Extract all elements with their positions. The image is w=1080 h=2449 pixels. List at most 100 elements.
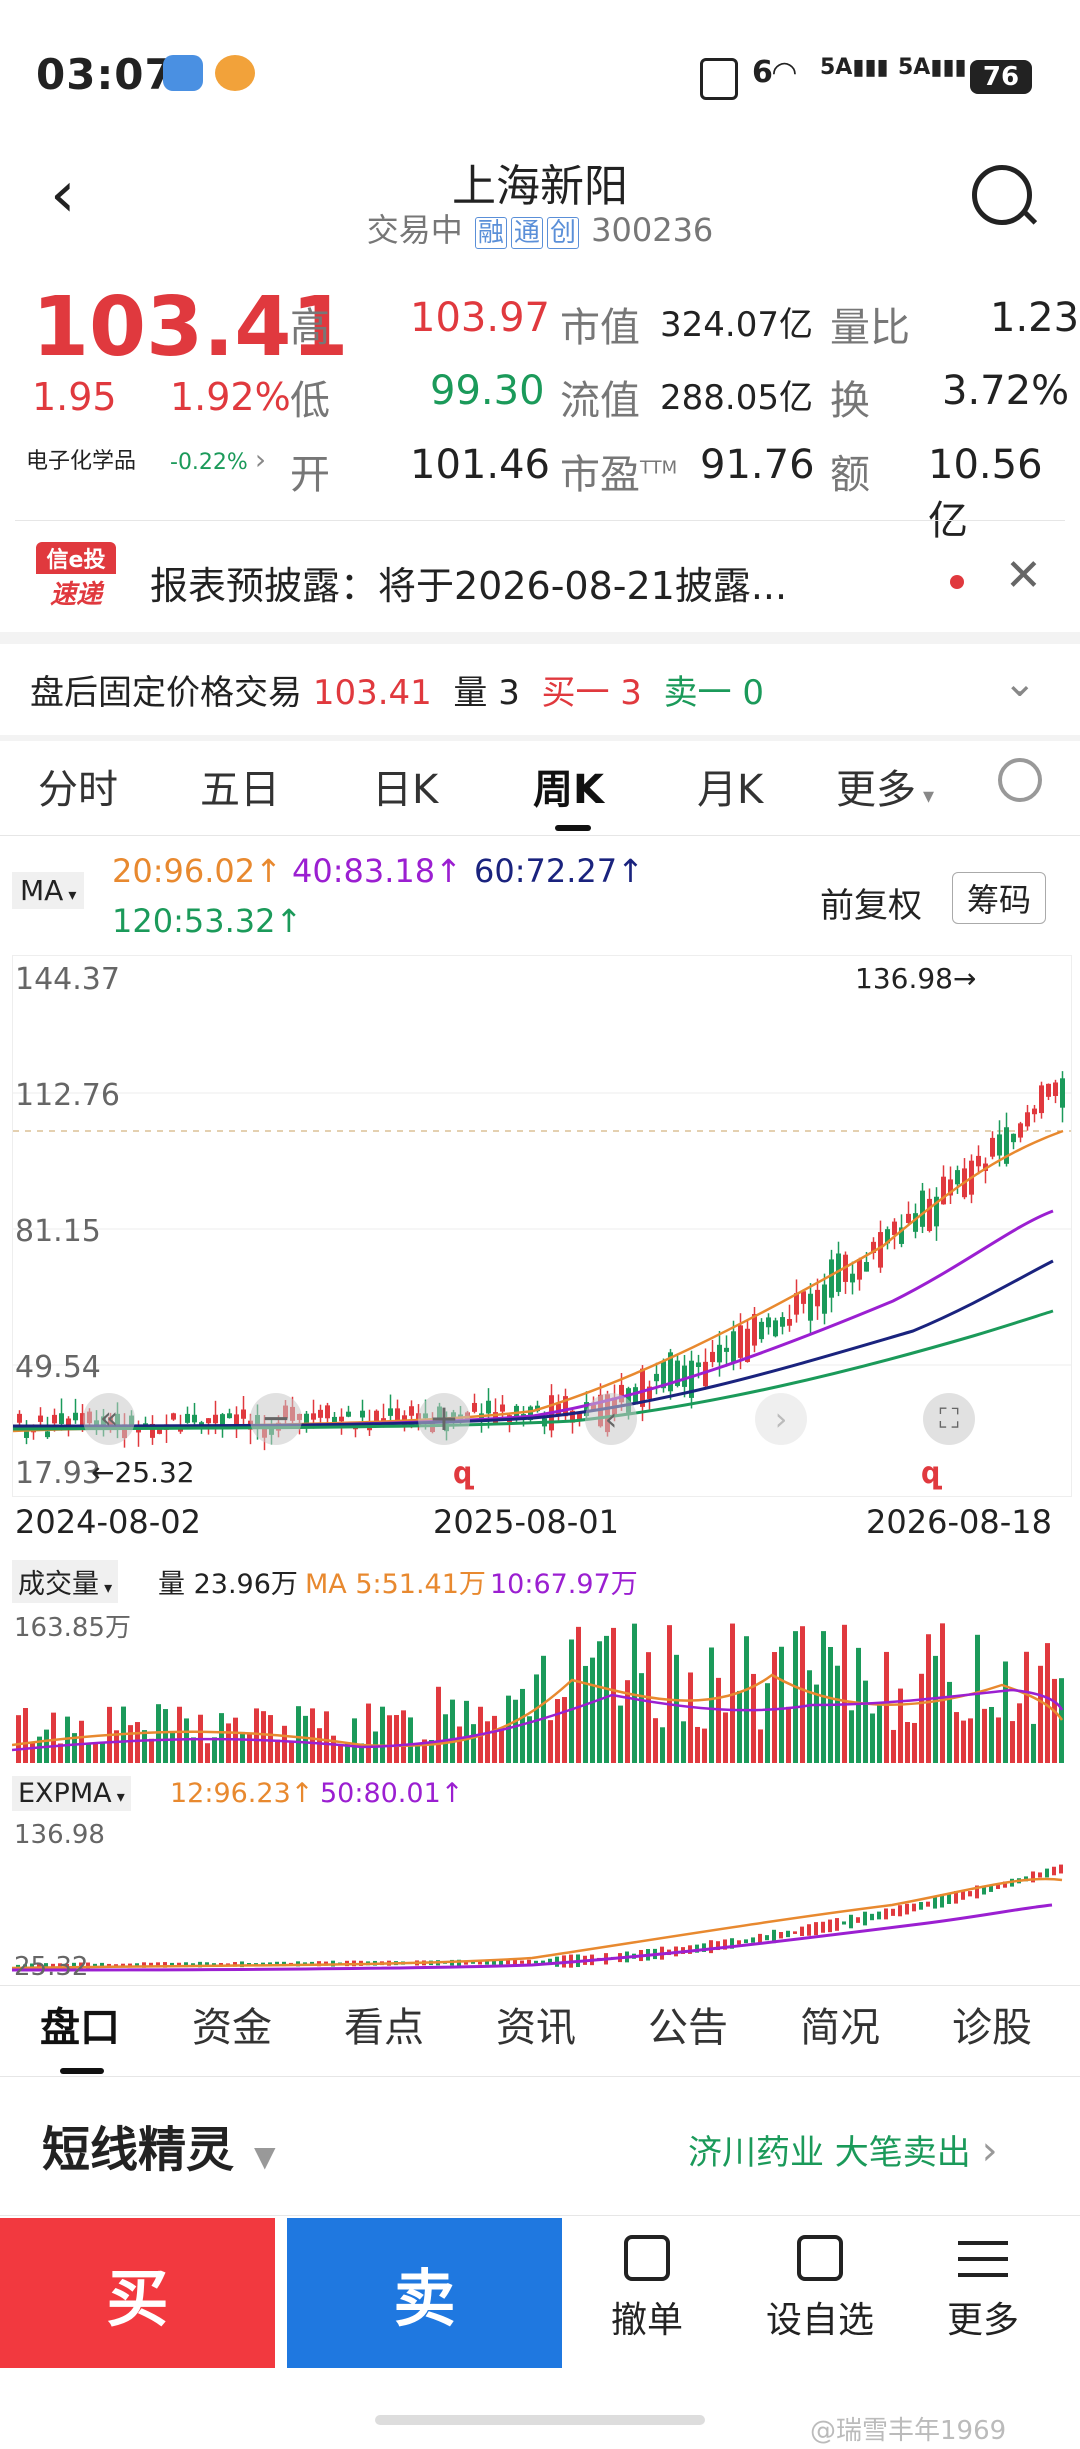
zoom-out-icon[interactable]: − bbox=[250, 1393, 302, 1445]
notice-logo: 信e投 速递 bbox=[36, 542, 116, 618]
volume-bar bbox=[905, 1722, 910, 1763]
buy-button[interactable]: 买 bbox=[0, 2218, 275, 2368]
cancel-order-button[interactable]: 撤单 bbox=[572, 2235, 722, 2355]
expma-candle bbox=[499, 1959, 503, 1966]
volume-bar bbox=[569, 1639, 574, 1763]
expma-candle bbox=[51, 1963, 55, 1968]
expma-candle bbox=[926, 1901, 930, 1907]
volume-bar bbox=[317, 1728, 322, 1763]
chip-button[interactable]: 筹码 bbox=[952, 872, 1047, 924]
tab-profile[interactable]: 简况 bbox=[800, 2005, 880, 2051]
tab-monthly-k[interactable]: 月K bbox=[697, 767, 764, 813]
tab-announcements[interactable]: 公告 bbox=[648, 2005, 728, 2051]
sell-button[interactable]: 卖 bbox=[287, 2218, 562, 2368]
event-marker-icon[interactable]: զ bbox=[453, 1456, 473, 1491]
tab-intraday[interactable]: 分时 bbox=[38, 767, 118, 813]
tab-daily-k[interactable]: 日K bbox=[372, 767, 439, 813]
expma50-value: 50:80.01↑ bbox=[320, 1778, 464, 1809]
volume-bar bbox=[142, 1730, 147, 1763]
expma-candle bbox=[1038, 1872, 1042, 1878]
volume-chart[interactable]: 163.85万 bbox=[12, 1605, 1070, 1763]
date-label-start: 2024-08-02 bbox=[15, 1503, 201, 1541]
kline-chart[interactable]: 144.37 112.76 81.15 49.54 17.93 136.98→ … bbox=[12, 955, 1072, 1497]
scroll-far-left-icon[interactable]: « bbox=[83, 1393, 135, 1445]
volume-bar bbox=[758, 1729, 763, 1763]
volume-bar bbox=[254, 1708, 259, 1763]
expma-candle bbox=[842, 1921, 846, 1925]
notice-banner[interactable]: 信e投 速递 报表预披露：将于2026-08-21披露... ✕ bbox=[0, 530, 1080, 630]
volume-bar bbox=[30, 1742, 35, 1763]
add-watchlist-button[interactable]: 设自选 bbox=[745, 2235, 895, 2355]
signal-icon: 5A▮▮▮ bbox=[820, 55, 889, 80]
expma-candle bbox=[72, 1962, 76, 1969]
scroll-left-icon[interactable]: ‹ bbox=[585, 1393, 637, 1445]
expma-candle bbox=[940, 1894, 944, 1908]
tab-more[interactable]: 更多 ▾ bbox=[836, 767, 935, 813]
search-icon[interactable] bbox=[972, 165, 1032, 225]
volume-bar bbox=[1017, 1703, 1022, 1763]
back-icon[interactable]: ‹ bbox=[50, 158, 76, 232]
zoom-in-icon[interactable]: + bbox=[418, 1393, 470, 1445]
chevron-down-icon[interactable]: ⌄ bbox=[1003, 660, 1037, 706]
expma-chart[interactable]: 136.98 25.32 bbox=[12, 1820, 1070, 1982]
tab-weekly-k[interactable]: 周K bbox=[533, 767, 604, 813]
event-marker-icon[interactable]: զ bbox=[921, 1456, 941, 1491]
volume-bar bbox=[1052, 1678, 1057, 1763]
scroll-right-icon[interactable]: › bbox=[755, 1393, 807, 1445]
short-line-title[interactable]: 短线精灵 ▼ bbox=[42, 2122, 276, 2178]
volume-bar bbox=[380, 1706, 385, 1763]
notice-text[interactable]: 报表预披露：将于2026-08-21披露... bbox=[150, 564, 788, 608]
tag-chuang: 创 bbox=[546, 217, 579, 249]
ma-selector[interactable]: MA ▾ bbox=[12, 872, 85, 909]
tab-order-book[interactable]: 盘口 bbox=[40, 2005, 120, 2051]
sector-name[interactable]: 电子化学品 bbox=[26, 449, 137, 474]
expma-candle bbox=[877, 1911, 881, 1920]
tab-highlights[interactable]: 看点 bbox=[344, 2005, 424, 2051]
settings-icon[interactable] bbox=[998, 758, 1042, 802]
after-hours-row[interactable]: 盘后固定价格交易 103.41 量 3 买一 3 卖一 0 bbox=[30, 673, 765, 713]
volume-bar bbox=[632, 1623, 637, 1763]
volume-bar bbox=[681, 1721, 686, 1763]
expma-candle bbox=[786, 1930, 790, 1938]
volume-bar bbox=[352, 1718, 357, 1763]
volume-bar bbox=[205, 1743, 210, 1763]
expma-selector[interactable]: EXPMA ▾ bbox=[12, 1776, 131, 1811]
watermark: @瑞雪丰年1969 bbox=[810, 2416, 1007, 2446]
close-icon[interactable]: ✕ bbox=[1005, 550, 1042, 601]
expma-candle bbox=[898, 1905, 902, 1917]
volume-bar bbox=[471, 1724, 476, 1763]
expma-candle bbox=[198, 1961, 202, 1968]
expma-candle bbox=[79, 1962, 83, 1969]
expma-candle bbox=[723, 1939, 727, 1950]
volume-bar bbox=[653, 1718, 658, 1763]
volume-bar bbox=[240, 1731, 245, 1763]
volume-bar bbox=[548, 1720, 553, 1763]
date-label-mid: 2025-08-01 bbox=[433, 1503, 619, 1541]
volume-bar bbox=[513, 1699, 518, 1763]
expma-candle bbox=[121, 1963, 125, 1967]
volume-bar bbox=[562, 1697, 567, 1763]
sector-pct[interactable]: -0.22% › bbox=[170, 443, 267, 476]
volume-selector[interactable]: 成交量 ▾ bbox=[12, 1560, 119, 1603]
expma-candle bbox=[107, 1963, 111, 1967]
y-label-5: 17.93 bbox=[15, 1456, 101, 1491]
tab-news[interactable]: 资讯 bbox=[496, 2005, 576, 2051]
expma-candle bbox=[93, 1963, 97, 1967]
volume-bar bbox=[975, 1634, 980, 1763]
tab-funds[interactable]: 资金 bbox=[192, 2005, 272, 2051]
expma-candle bbox=[982, 1885, 986, 1895]
volume-bar bbox=[16, 1715, 21, 1763]
current-price: 103.41 bbox=[32, 280, 349, 375]
fullscreen-icon[interactable]: ⛶ bbox=[923, 1393, 975, 1445]
adjust-mode[interactable]: 前复权 bbox=[820, 886, 922, 926]
volume-bar bbox=[93, 1744, 98, 1763]
more-button[interactable]: 更多 bbox=[908, 2235, 1058, 2355]
tab-five-day[interactable]: 五日 bbox=[200, 767, 280, 813]
volume-bar bbox=[1059, 1678, 1064, 1763]
expma-candle bbox=[919, 1901, 923, 1910]
volume-bar bbox=[590, 1657, 595, 1763]
volume-bar bbox=[401, 1710, 406, 1763]
tab-diagnosis[interactable]: 诊股 bbox=[952, 2005, 1032, 2051]
expma-candle bbox=[737, 1940, 741, 1945]
short-line-event[interactable]: 济川药业 大笔卖出 › bbox=[688, 2128, 998, 2174]
